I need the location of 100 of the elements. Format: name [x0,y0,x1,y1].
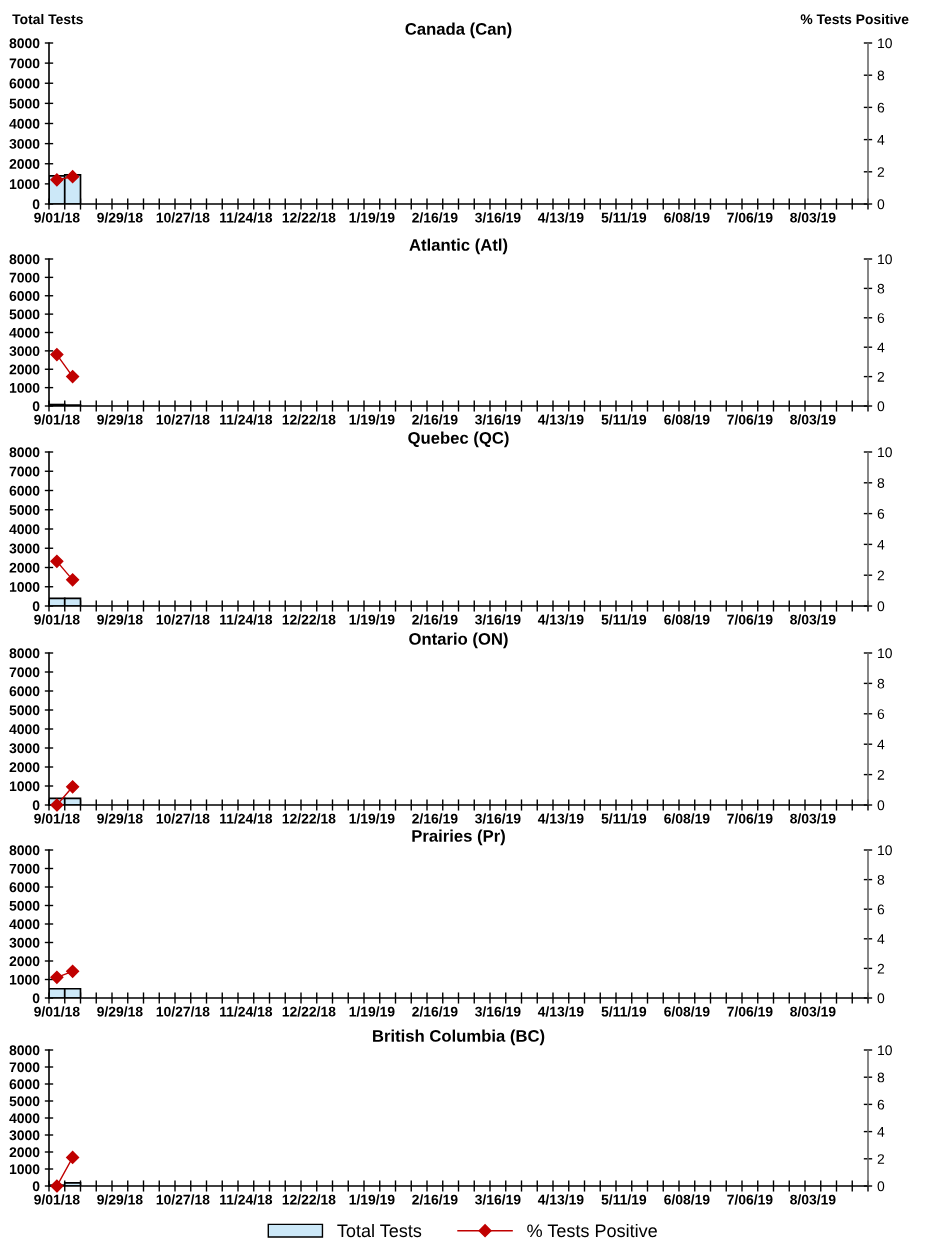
x-tick-label: 1/19/19 [349,414,395,425]
x-tick-label: 5/11/19 [601,813,647,824]
x-tick-label: 11/24/18 [220,1194,273,1205]
legend-label: Total Tests [337,1223,422,1238]
y-tick-label: 6000 [9,291,40,301]
x-tick-label: 3/16/19 [475,1006,521,1017]
y-tick-label: 5000 [9,309,40,320]
y-tick-label: 6000 [9,1079,40,1090]
y-tick-label: 1000 [9,781,40,792]
y2-tick-label: 4 [877,539,885,550]
x-tick-label: 7/06/19 [727,813,773,824]
x-tick-label: 10/27/18 [156,1194,210,1205]
x-tick-label: 7/06/19 [727,414,773,425]
x-tick-label: 6/08/19 [664,614,710,625]
y2-tick-label: 10 [878,38,892,49]
y-tick-label: 7000 [9,667,40,678]
x-tick-label: 7/06/19 [727,614,773,625]
x-tick-label: 12/22/18 [282,1006,336,1017]
y2-tick-label: 8 [877,478,885,488]
y-tick-label: 7000 [9,272,40,283]
x-tick-label: 7/06/19 [727,1194,773,1205]
y2-tick-label: 2 [877,963,885,974]
y-tick-label: 8000 [9,254,40,265]
y-tick-label: 5000 [9,705,40,716]
x-tick-label: 4/13/19 [537,813,584,824]
x-tick-label: 11/24/18 [220,614,273,625]
x-tick-label: 10/27/18 [156,414,210,425]
x-tick-label: 2/16/19 [412,1194,458,1205]
x-tick-label: 8/03/19 [790,1006,836,1017]
y2-tick-label: 0 [877,1181,885,1192]
y-tick-label: 4000 [9,524,40,535]
y-tick-label: 0 [32,199,40,210]
y-axis-title: Total Tests [12,13,83,25]
x-tick-label: 9/01/18 [34,414,80,425]
y2-tick-label: 8 [877,874,885,885]
x-tick-label: 3/16/19 [475,614,521,625]
y-tick-label: 8000 [9,845,40,856]
y-tick-label: 1000 [9,179,40,190]
y2-tick-label: 2 [877,167,885,177]
y-tick-label: 2000 [9,1147,40,1158]
x-tick-label: 4/13/19 [537,1006,584,1017]
y-tick-label: 2000 [9,364,40,375]
x-tick-label: 9/29/18 [97,813,143,824]
y2-tick-label: 4 [877,135,885,145]
x-tick-label: 3/16/19 [475,212,521,223]
x-tick-label: 7/06/19 [727,1006,773,1017]
y2-tick-label: 0 [877,993,885,1004]
x-tick-label: 6/08/19 [664,813,710,824]
x-tick-label: 6/08/19 [664,414,710,425]
y-tick-label: 2000 [9,159,40,169]
x-tick-label: 2/16/19 [412,813,458,824]
y2-tick-label: 0 [877,601,885,612]
x-tick-label: 8/03/19 [790,614,836,625]
x-tick-label: 9/29/18 [97,1194,143,1205]
y-tick-label: 4000 [9,919,40,930]
y2-tick-label: 2 [877,570,885,581]
x-tick-label: 9/01/18 [34,813,80,824]
y-tick-label: 6000 [9,78,40,89]
y2-tick-label: 2 [877,371,885,382]
y2-tick-label: 10 [878,845,892,856]
y2-tick-label: 0 [877,401,885,412]
chart-title: British Columbia (BC) [373,1029,545,1046]
x-tick-label: 11/24/18 [220,414,273,425]
x-tick-label: 11/24/18 [220,813,273,824]
y2-tick-label: 10 [878,447,892,458]
x-tick-label: 7/06/19 [727,212,773,223]
y-tick-label: 5000 [9,900,40,911]
y-tick-label: 4000 [9,1113,40,1124]
chart-title: Quebec (QC) [408,431,509,448]
x-tick-label: 9/29/18 [97,1006,143,1017]
x-tick-label: 9/01/18 [34,614,80,625]
y2-tick-label: 8 [877,678,885,689]
y-tick-label: 2000 [9,562,40,573]
x-tick-label: 3/16/19 [475,414,521,425]
x-tick-label: 4/13/19 [537,212,584,223]
x-tick-label: 6/08/19 [664,212,710,223]
x-tick-label: 6/08/19 [664,1194,710,1205]
x-tick-label: 5/11/19 [601,1006,647,1017]
chart-title: Canada (Can) [405,22,512,39]
x-tick-label: 9/01/18 [34,1194,80,1205]
y2-axis-title: % Tests Positive [800,13,909,25]
chart-title: Ontario (ON) [409,632,508,649]
y-tick-label: 0 [32,401,40,412]
x-tick-label: 4/13/19 [537,614,584,625]
y-tick-label: 5000 [9,98,40,109]
y-tick-label: 7000 [9,1062,40,1073]
y-tick-label: 2000 [9,956,40,967]
x-tick-label: 9/29/18 [97,414,143,425]
legend-label: % Tests Positive [527,1223,657,1238]
y-tick-label: 3000 [9,743,40,754]
y-tick-label: 0 [32,993,40,1004]
chart-title: Prairies (Pr) [412,829,505,846]
x-tick-label: 12/22/18 [282,813,336,824]
x-tick-label: 10/27/18 [156,813,210,824]
x-tick-label: 1/19/19 [349,813,395,824]
y2-tick-label: 10 [878,254,892,265]
y-tick-label: 6000 [9,686,40,697]
x-tick-label: 4/13/19 [537,1194,584,1205]
x-tick-label: 9/01/18 [34,1006,80,1017]
y-tick-label: 3000 [9,138,40,149]
